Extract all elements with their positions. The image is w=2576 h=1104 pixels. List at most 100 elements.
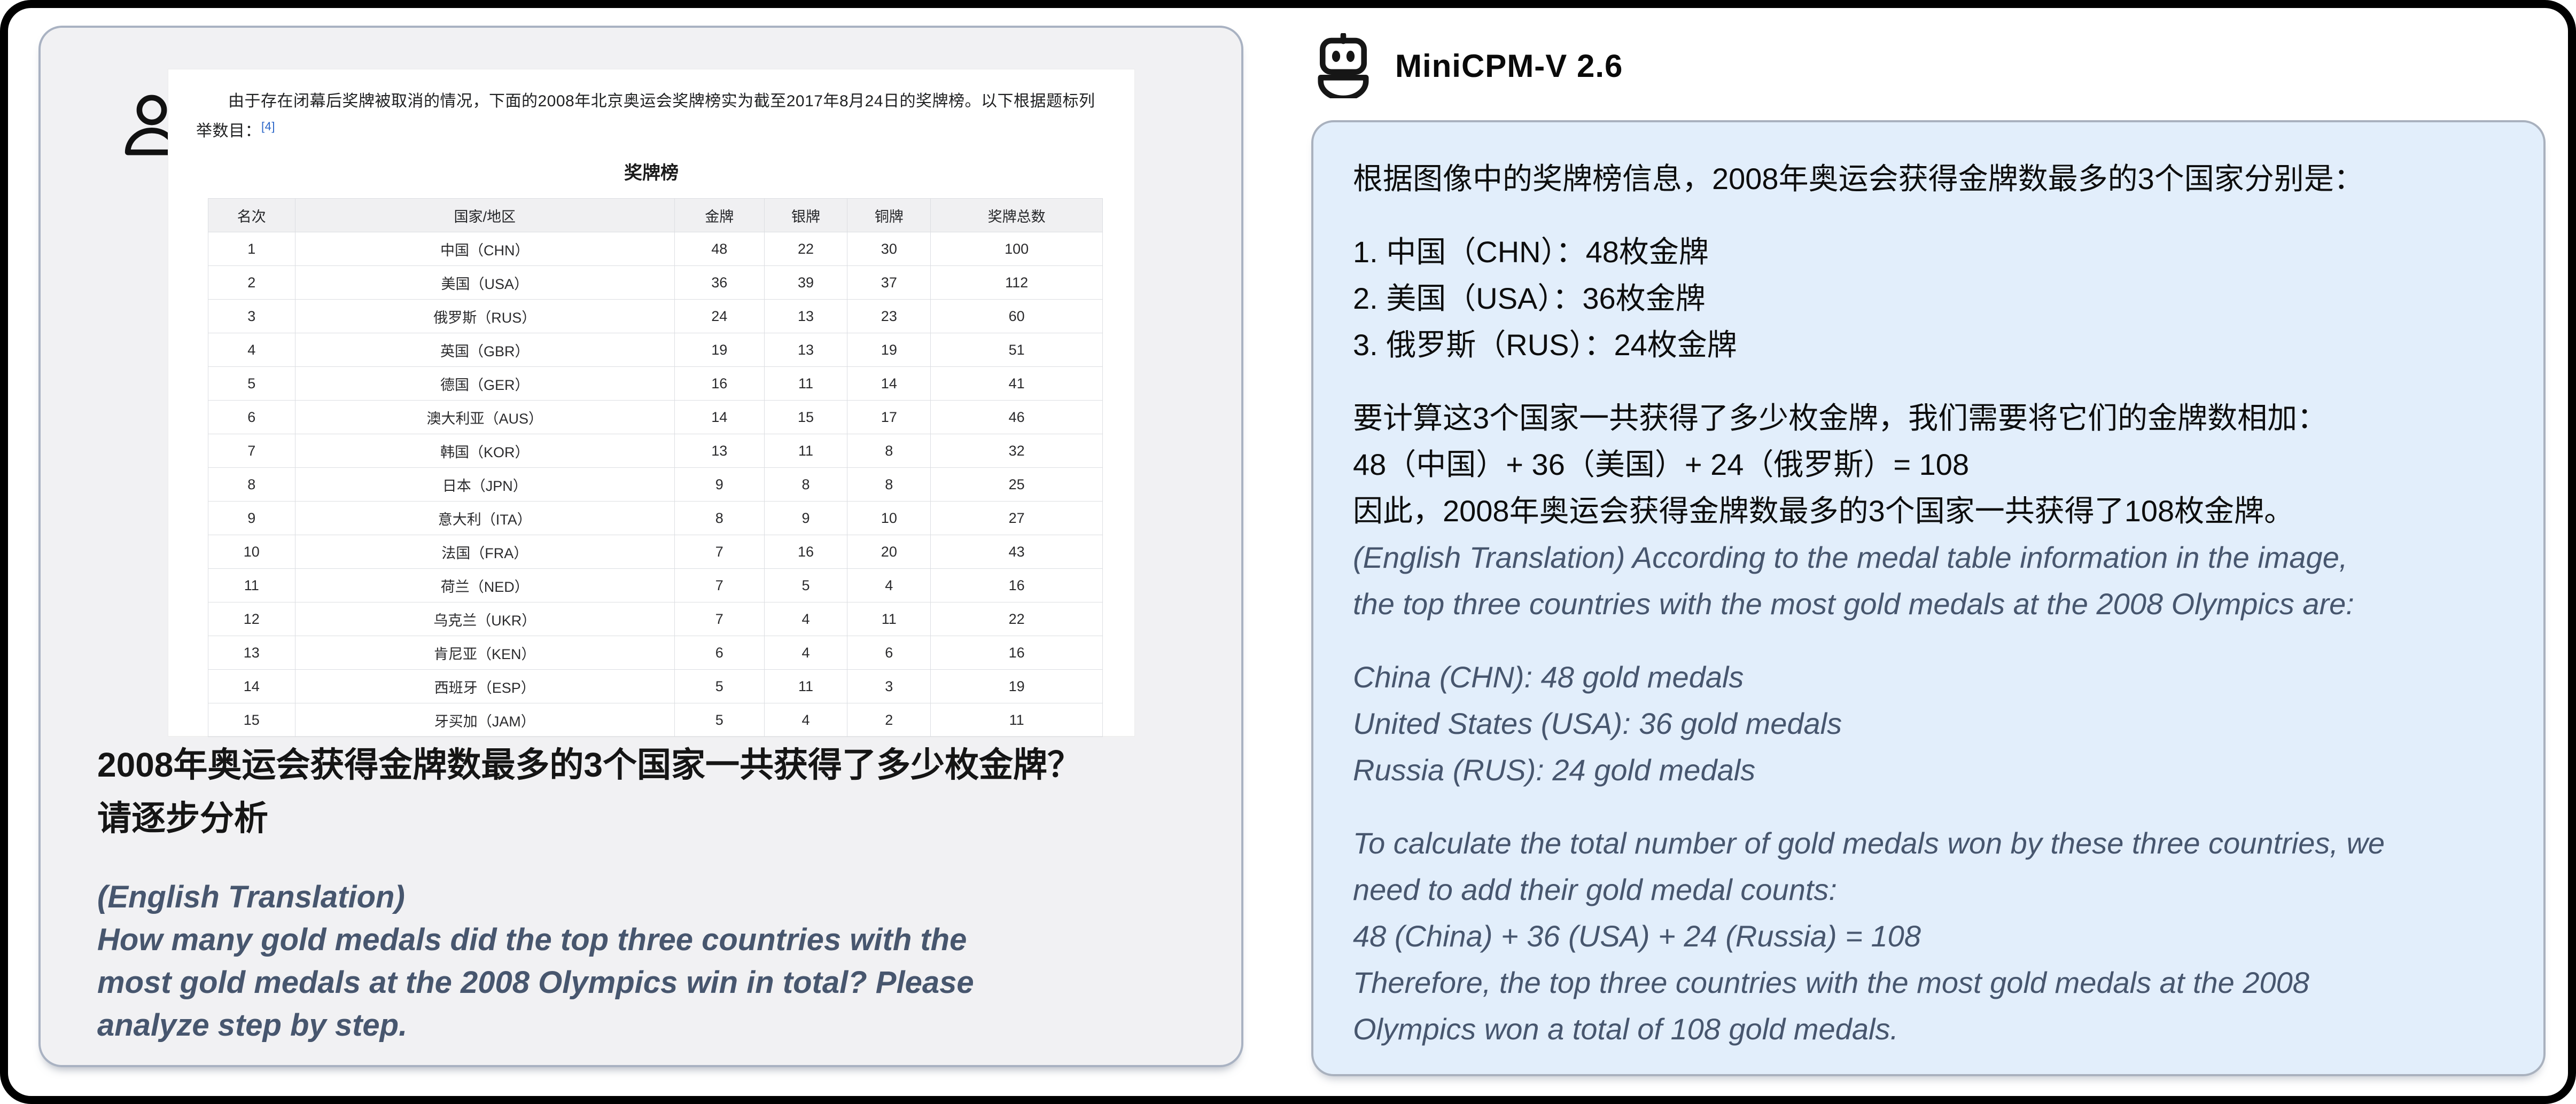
table-row: 13 肯尼亚（KEN） 6 4 6 16	[208, 636, 1103, 670]
table-cell: 60	[930, 299, 1103, 333]
table-cell: 16	[930, 636, 1103, 670]
table-cell: 1	[208, 232, 295, 266]
table-cell: 11	[208, 568, 295, 602]
medal-table-title: 奖牌榜	[624, 163, 679, 183]
table-row: 11 荷兰（NED） 7 5 4 16	[208, 568, 1103, 602]
table-cell: 6	[847, 636, 931, 670]
table-cell: 11	[764, 366, 848, 401]
text-line: 3. 俄罗斯（RUS）：24枚金牌	[1353, 328, 1737, 362]
table-cell: 西班牙（ESP）	[294, 669, 675, 703]
table-row: 14 西班牙（ESP） 5 11 3 19	[208, 669, 1103, 703]
table-cell: 37	[847, 265, 931, 300]
table-cell: 12	[208, 602, 295, 636]
table-cell: 意大利（ITA）	[294, 501, 675, 535]
table-cell: 6	[208, 400, 295, 434]
table-cell: 乌克兰（UKR）	[294, 602, 675, 636]
text-line: Russia (RUS): 24 gold medals	[1353, 753, 1756, 787]
text-line: 请逐步分析	[97, 799, 268, 837]
user-question-translation: (English Translation) How many gold meda…	[97, 876, 1198, 1047]
table-cell: 30	[847, 232, 931, 266]
table-cell: 41	[930, 366, 1103, 401]
table-cell: 法国（FRA）	[294, 535, 675, 569]
user-question-en: How many gold medals did the top three c…	[97, 919, 1198, 1047]
medal-table-screenshot: 由于存在闭幕后奖牌被取消的情况，下面的2008年北京奥运会奖牌榜实为截至2017…	[168, 69, 1135, 737]
table-cell: 4	[208, 333, 295, 367]
table-row: 2 美国（USA） 36 39 37 112	[208, 265, 1103, 300]
text-line: 2008年奥运会获得金牌数最多的3个国家一共获得了多少枚金牌？	[97, 746, 1081, 784]
table-cell: 13	[208, 636, 295, 670]
text-line: 48 (China) + 36 (USA) + 24 (Russia) = 10…	[1353, 919, 1921, 953]
table-cell: 牙买加（JAM）	[294, 703, 675, 737]
table-cell: 4	[764, 602, 848, 636]
table-cell: 5	[674, 669, 765, 703]
screenshot-intro-text: 由于存在闭幕后奖牌被取消的情况，下面的2008年北京奥运会奖牌榜实为截至2017…	[196, 92, 1095, 140]
table-cell: 9	[208, 501, 295, 535]
translation-heading: (English Translation)	[97, 880, 405, 914]
table-cell: 美国（USA）	[294, 265, 675, 300]
text-line: 因此，2008年奥运会获得金牌数最多的3个国家一共获得了108枚金牌。	[1353, 494, 2294, 528]
col-header-total: 奖牌总数	[930, 198, 1103, 232]
table-cell: 13	[764, 299, 848, 333]
table-cell: 16	[674, 366, 765, 401]
table-cell: 19	[847, 333, 931, 367]
text-line: analyze step by step.	[97, 1008, 408, 1043]
col-header-country: 国家/地区	[294, 198, 675, 232]
table-cell: 15	[208, 703, 295, 737]
table-cell: 8	[764, 467, 848, 502]
table-row: 15 牙买加（JAM） 5 4 2 11	[208, 703, 1103, 737]
table-cell: 13	[674, 434, 765, 468]
table-cell: 11	[847, 602, 931, 636]
text-line: 要计算这3个国家一共获得了多少枚金牌，我们需要将它们的金牌数相加：	[1353, 401, 2328, 435]
paragraph: 要计算这3个国家一共获得了多少枚金牌，我们需要将它们的金牌数相加： 48（中国）+…	[1353, 395, 2504, 534]
col-header-gold: 金牌	[674, 198, 765, 232]
table-cell: 46	[930, 400, 1103, 434]
table-cell: 22	[930, 602, 1103, 636]
paragraph: To calculate the total number of gold me…	[1353, 820, 2504, 1052]
paragraph: China (CHN): 48 gold medals United States…	[1353, 654, 2504, 793]
table-cell: 22	[764, 232, 848, 266]
medal-table-body: 1 中国（CHN） 48 22 30 100 2 美国（USA） 36 39 37 112 3 俄罗斯（R…	[208, 232, 1103, 737]
text-line: China (CHN): 48 gold medals	[1353, 660, 1744, 694]
table-cell: 24	[674, 299, 765, 333]
table-cell: 澳大利亚（AUS）	[294, 400, 675, 434]
table-cell: 51	[930, 333, 1103, 367]
table-cell: 荷兰（NED）	[294, 568, 675, 602]
robot-icon	[1318, 33, 1369, 98]
text-line: 1. 中国（CHN）：48枚金牌	[1353, 235, 1709, 269]
table-cell: 100	[930, 232, 1103, 266]
table-cell: 14	[208, 669, 295, 703]
table-cell: 15	[764, 400, 848, 434]
table-cell: 3	[208, 299, 295, 333]
table-cell: 32	[930, 434, 1103, 468]
citation-link[interactable]: [4]	[261, 120, 275, 133]
table-cell: 5	[764, 568, 848, 602]
col-header-silver: 银牌	[764, 198, 848, 232]
table-cell: 10	[208, 535, 295, 569]
paragraph: 1. 中国（CHN）：48枚金牌 2. 美国（USA）：36枚金牌 3. 俄罗斯（R…	[1353, 229, 2504, 368]
table-cell: 韩国（KOR）	[294, 434, 675, 468]
paragraph: 根据图像中的奖牌榜信息，2008年奥运会获得金牌数最多的3个国家分别是：	[1353, 155, 2504, 202]
table-cell: 3	[847, 669, 931, 703]
table-cell: 7	[208, 434, 295, 468]
table-cell: 6	[674, 636, 765, 670]
text-line: need to add their gold medal counts:	[1353, 873, 1837, 906]
text-line: United States (USA): 36 gold medals	[1353, 707, 1842, 740]
table-cell: 14	[847, 366, 931, 401]
text-line: Therefore, the top three countries with …	[1353, 966, 2309, 999]
table-cell: 39	[764, 265, 848, 300]
text-line: How many gold medals did the top three c…	[97, 922, 967, 957]
table-cell: 7	[674, 568, 765, 602]
table-cell: 5	[208, 366, 295, 401]
table-row: 7 韩国（KOR） 13 11 8 32	[208, 434, 1103, 468]
table-row: 4 英国（GBR） 19 13 19 51	[208, 333, 1103, 367]
table-cell: 16	[930, 568, 1103, 602]
text-line: the top three countries with the most go…	[1353, 587, 2354, 621]
assistant-answer-translation: (English Translation) According to the m…	[1353, 534, 2504, 1052]
table-cell: 4	[764, 703, 848, 737]
table-cell: 4	[847, 568, 931, 602]
table-cell: 8	[208, 467, 295, 502]
table-cell: 英国（GBR）	[294, 333, 675, 367]
assistant-answer-zh: 根据图像中的奖牌榜信息，2008年奥运会获得金牌数最多的3个国家分别是： 1. 中…	[1353, 155, 2504, 534]
table-cell: 5	[674, 703, 765, 737]
assistant-header: MiniCPM-V 2.6	[1312, 31, 1623, 100]
